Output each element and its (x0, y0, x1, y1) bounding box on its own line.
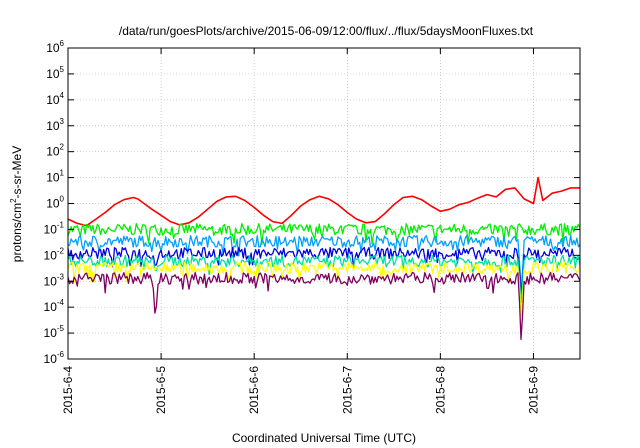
x-axis-label: Coordinated Universal Time (UTC) (232, 431, 416, 445)
y-axis: 10-6 10-5 10-4 10-3 10-2 10-1 100 101 102 103 104 1… (44, 39, 580, 366)
series-line (67, 176, 580, 227)
y-tick-label: 10-6 (44, 350, 65, 366)
x-tick-label: 2015-6-7 (340, 366, 354, 414)
x-tick-label: 2015-6-5 (154, 366, 168, 414)
y-tick-label: 104 (46, 91, 64, 107)
x-tick-label: 2015-6-9 (526, 366, 540, 414)
series-line (67, 271, 581, 340)
x-tick-label: 2015-6-8 (433, 366, 447, 414)
y-tick-label: 10-3 (44, 272, 65, 288)
y-tick-label: 100 (46, 195, 64, 211)
series-line (68, 234, 581, 291)
y-tick-label: 103 (46, 117, 64, 133)
y-tick-label: 106 (46, 39, 64, 55)
series-line (67, 246, 581, 295)
series-group (67, 176, 581, 340)
y-tick-label: 10-4 (44, 298, 65, 314)
series-line (67, 261, 581, 317)
y-tick-label: 101 (46, 169, 64, 185)
y-tick-label: 10-5 (44, 324, 65, 340)
x-tick-label: 2015-6-6 (247, 366, 261, 414)
series-line (67, 222, 581, 245)
y-tick-label: 10-2 (44, 246, 65, 262)
x-tick-label: 2015-6-4 (61, 366, 75, 414)
series-line (67, 254, 581, 304)
y-tick-label: 10-1 (44, 220, 65, 236)
x-axis: 2015-6-4 2015-6-5 2015-6-6 2015-6-7 2015-6-8… (61, 48, 540, 414)
y-tick-label: 105 (46, 65, 64, 81)
chart-title: /data/run/goesPlots/archive/2015-06-09/1… (119, 24, 534, 38)
y-tick-label: 102 (46, 143, 64, 159)
y-axis-label: protons/cm2-s-sr-MeV (9, 146, 24, 262)
